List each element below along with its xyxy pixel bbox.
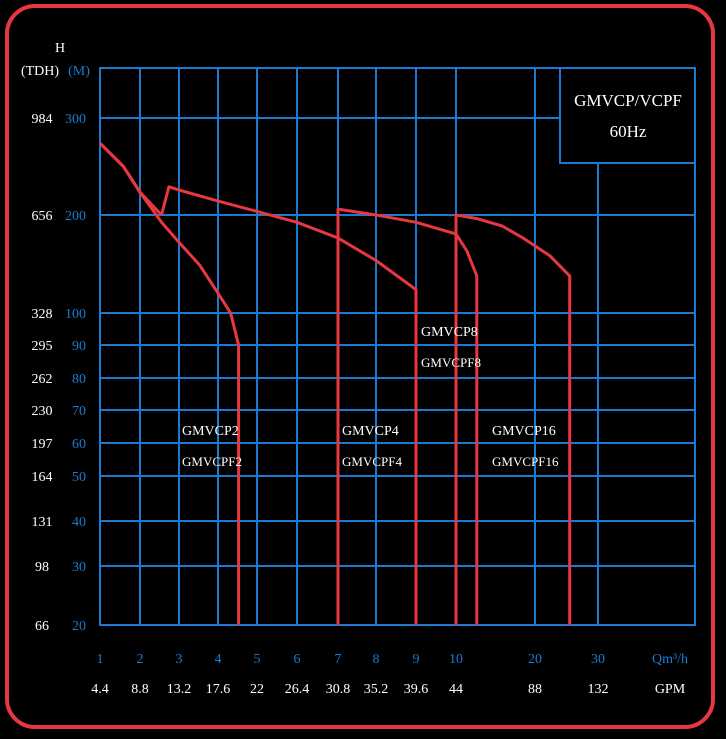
y-axis-label-m: (M) — [68, 64, 90, 79]
y-tick-ft-label: 197 — [32, 437, 53, 452]
y-tick-ft-label: 131 — [32, 515, 53, 530]
x-tick-gpm-label: 26.4 — [285, 682, 310, 697]
series-label-gmvcp16: GMVCP16 — [492, 424, 556, 439]
y-tick-label: 30 — [72, 560, 86, 575]
chart-title: GMVCP/VCPF — [574, 91, 682, 110]
series-label-gmvcp8: GMVCP8 — [421, 325, 478, 340]
x-axis-label-gpm: GPM — [655, 682, 686, 697]
series-label-gmvcpf16: GMVCPF16 — [492, 454, 559, 469]
chart-frame — [5, 4, 715, 729]
y-tick-label: 300 — [65, 112, 86, 127]
x-tick-label: 10 — [449, 652, 463, 667]
series-curve-unnamed-1 — [160, 185, 418, 625]
y-tick-ft-label: 328 — [32, 307, 53, 322]
x-tick-gpm-label: 4.4 — [91, 682, 109, 697]
ticks: 1 4.4 2 8.8 3 13.2 4 17.6 5 22 6 26.4 7 30.8 8 35.2 9 39.… — [32, 112, 609, 697]
series-label-gmvcpf2: GMVCPF2 — [182, 454, 242, 469]
x-tick-gpm-label: 132 — [588, 682, 609, 697]
y-tick-ft-label: 656 — [32, 209, 53, 224]
x-tick-label: 6 — [294, 652, 301, 667]
x-tick-label: 8 — [373, 652, 380, 667]
y-tick-label: 50 — [72, 470, 86, 485]
y-tick-ft-label: 230 — [32, 404, 53, 419]
x-tick-gpm-label: 44 — [449, 682, 463, 697]
x-tick-gpm-label: 8.8 — [131, 682, 149, 697]
curves — [98, 142, 572, 625]
x-tick-label: 7 — [335, 652, 342, 667]
x-tick-label: 3 — [176, 652, 183, 667]
x-tick-label: 2 — [137, 652, 144, 667]
x-tick-gpm-label: 30.8 — [326, 682, 351, 697]
y-tick-label: 90 — [72, 339, 86, 354]
x-tick-gpm-label: 88 — [528, 682, 542, 697]
x-tick-label: 1 — [97, 652, 104, 667]
y-tick-label: 70 — [72, 404, 86, 419]
series-curve-gmvcp8 — [336, 207, 479, 625]
series-curve-gmvcp16 — [454, 213, 572, 625]
y-tick-ft-label: 98 — [35, 560, 49, 575]
y-tick-label: 40 — [72, 515, 86, 530]
x-tick-label: 30 — [591, 652, 605, 667]
x-tick-label: 9 — [413, 652, 420, 667]
series-label-gmvcpf4: GMVCPF4 — [342, 454, 402, 469]
y-axis-label-h: H — [55, 41, 65, 56]
x-tick-gpm-label: 39.6 — [404, 682, 429, 697]
series-labels: GMVCP2 GMVCPF2 GMVCP4 GMVCPF4 GMVCP8 GMVCPF8 G… — [182, 325, 559, 469]
x-tick-gpm-label: 22 — [250, 682, 264, 697]
y-tick-label: 100 — [65, 307, 86, 322]
series-label-gmvcpf8: GMVCPF8 — [421, 355, 481, 370]
y-tick-ft-label: 164 — [32, 470, 53, 485]
y-tick-ft-label: 295 — [32, 339, 53, 354]
y-tick-ft-label: 262 — [32, 372, 53, 387]
x-tick-label: 4 — [215, 652, 222, 667]
x-tick-gpm-label: 17.6 — [206, 682, 231, 697]
series-curve-gmvcp4 — [98, 142, 163, 217]
title-box — [559, 67, 696, 164]
series-label-gmvcp2: GMVCP2 — [182, 424, 239, 439]
y-tick-label: 20 — [72, 619, 86, 634]
y-tick-label: 60 — [72, 437, 86, 452]
x-tick-label: 5 — [254, 652, 261, 667]
series-label-gmvcp4: GMVCP4 — [342, 424, 399, 439]
x-tick-gpm-label: 13.2 — [167, 682, 192, 697]
x-tick-label: 20 — [528, 652, 542, 667]
y-tick-label: 200 — [65, 209, 86, 224]
x-axis-label-m3h: Qm³/h — [652, 652, 688, 667]
y-axis-label-tdh: (TDH) — [21, 64, 59, 79]
y-tick-ft-label: 984 — [32, 112, 53, 127]
y-tick-label: 80 — [72, 372, 86, 387]
chart-subtitle: 60Hz — [610, 122, 647, 141]
y-tick-ft-label: 66 — [35, 619, 49, 634]
x-tick-gpm-label: 35.2 — [364, 682, 389, 697]
